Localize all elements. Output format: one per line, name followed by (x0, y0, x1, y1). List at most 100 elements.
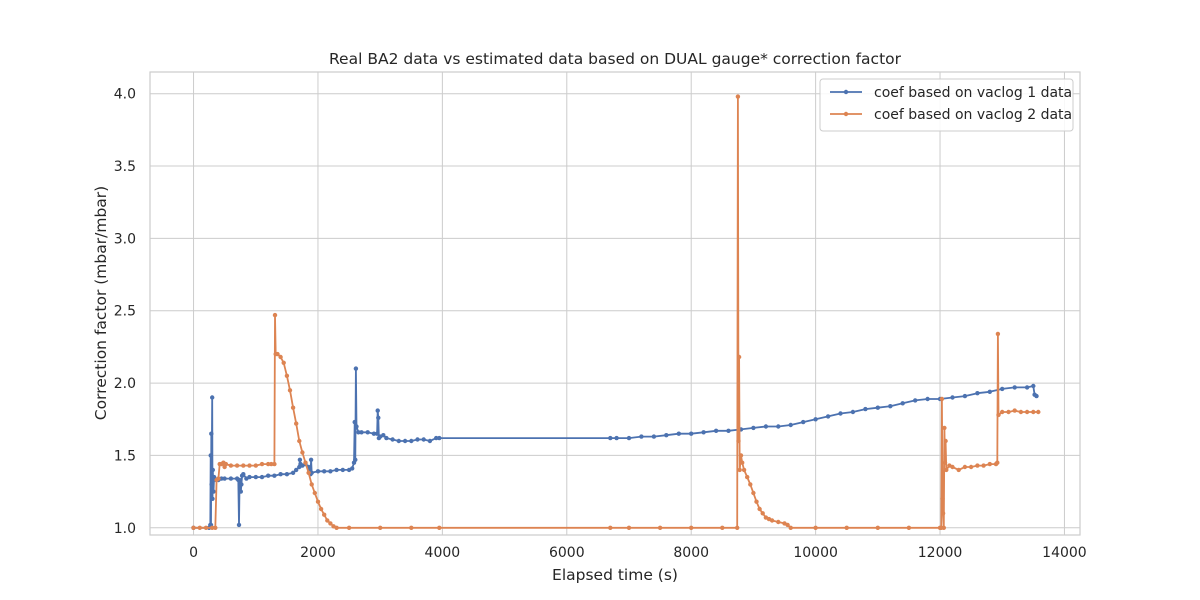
series-1-point (374, 431, 380, 436)
series-1-point (359, 430, 364, 435)
series-2-point (844, 525, 849, 530)
series-2 (191, 94, 1041, 530)
series-1-point (308, 457, 314, 462)
series-1-point (427, 438, 433, 444)
series-1-point (437, 435, 442, 441)
y-tick-label: 1.0 (114, 521, 136, 537)
series-1 (191, 366, 1039, 530)
series-2-point (689, 525, 694, 530)
series-1-point (763, 424, 769, 429)
series-1-point (825, 414, 831, 419)
series-1-point (850, 409, 856, 415)
series-1-point (913, 398, 918, 403)
series-1-point (409, 438, 414, 444)
x-tick-label: 2000 (300, 545, 336, 561)
series-2-point (1006, 409, 1011, 415)
series-1-point (434, 435, 439, 441)
series-1-point (1000, 386, 1005, 392)
series-1-point (713, 428, 719, 433)
series-2-point (995, 460, 1000, 465)
series-2-point (1036, 409, 1041, 415)
series-1-point (402, 438, 408, 444)
series-2-point (275, 351, 280, 357)
series-2-point (745, 474, 750, 480)
series-1-point (356, 430, 361, 435)
series-2-point (950, 464, 955, 470)
series-2-point (253, 463, 258, 468)
series-1-point (340, 467, 345, 473)
series-2-point (223, 461, 229, 467)
series-2-point (740, 460, 745, 465)
series-1-point (396, 438, 401, 444)
series-2-point (741, 467, 747, 473)
series-1-point (676, 431, 681, 436)
series-1-point (290, 470, 296, 475)
series-2-point (738, 453, 744, 458)
series-1-point (664, 433, 669, 438)
series-1-point (247, 474, 252, 480)
series-1-point (272, 473, 277, 478)
series-2-point (975, 463, 980, 468)
series-1-point (315, 469, 321, 474)
series-1-point (863, 406, 868, 412)
series-2-point (312, 490, 317, 496)
series-1-point (238, 489, 243, 494)
series-1-point (987, 389, 992, 394)
legend: coef based on vaclog 1 data coef based o… (819, 78, 1074, 132)
series-2-point (281, 360, 286, 365)
series-1-point (353, 457, 358, 462)
y-tick-label: 2.0 (114, 376, 136, 392)
series-2-point (272, 312, 278, 318)
legend-box (819, 78, 1074, 132)
series-1-point (651, 434, 657, 439)
series-2-point (378, 525, 383, 530)
series-1-point (210, 496, 215, 501)
series-2-point (968, 464, 974, 470)
series-1-point (1031, 383, 1036, 389)
series-2-point (290, 405, 296, 410)
series-2-point (940, 496, 945, 501)
series-2-point (315, 499, 321, 504)
series-2-point (940, 511, 946, 516)
series-2-point (754, 499, 759, 504)
series-1-point (975, 391, 980, 396)
series-2-point (325, 518, 330, 523)
x-tick-label: 0 (189, 545, 198, 561)
series-2-point (944, 467, 949, 473)
series-1-point (365, 430, 370, 435)
x-tick-labels: 0 2000 4000 6000 8000 10000 12000 14000 (189, 545, 1087, 561)
series-1-point (253, 474, 258, 480)
series-2-point (1012, 408, 1017, 413)
chart-title: Real BA2 data vs estimated data based on… (329, 50, 902, 68)
plot-frame (149, 71, 1081, 536)
series-1-point (239, 482, 244, 487)
series-1-point (1012, 385, 1017, 390)
series-2-point (751, 490, 756, 496)
series-1-point (776, 424, 781, 429)
series-1-point (390, 437, 395, 442)
series-2-point (300, 450, 305, 455)
series-2-point (197, 525, 202, 530)
x-tick-label: 10000 (793, 545, 838, 561)
series-1-point (350, 466, 355, 471)
series-1-point (209, 482, 214, 487)
series-1-point (352, 419, 357, 425)
series-2-point (306, 470, 311, 475)
series-2-point (996, 412, 1001, 418)
series-1-point (381, 433, 386, 438)
series-1-point (626, 435, 632, 441)
series-1-point (1024, 385, 1030, 390)
series-2-point (287, 388, 293, 393)
series-1-point (210, 395, 215, 400)
series-1-point (322, 469, 327, 474)
series-1-point (608, 435, 613, 441)
series-1-point (309, 470, 314, 475)
series-2-point (213, 525, 218, 530)
series-1-point (925, 396, 930, 402)
series-1-point (219, 476, 224, 481)
series-2-point (657, 525, 663, 530)
series-1-point (353, 366, 359, 371)
series-2-point (942, 425, 947, 431)
series-2-point (294, 421, 299, 426)
